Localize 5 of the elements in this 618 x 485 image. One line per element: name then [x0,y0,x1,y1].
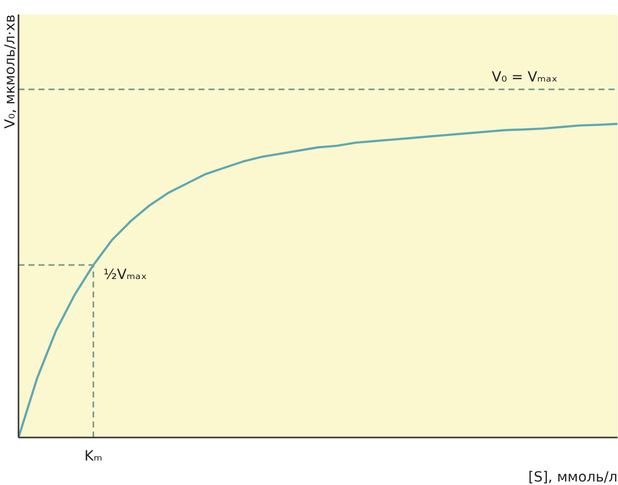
ref-line-label: ½Vₘₐₓ [103,266,147,283]
x-axis-title: [S], ммоль/л [528,470,618,485]
text: Kₘ [84,448,102,464]
ref-line-label: V₀ = Vₘₐₓ [492,69,558,86]
y-axis-title: V₀, мкмоль/л·хв [2,14,18,129]
